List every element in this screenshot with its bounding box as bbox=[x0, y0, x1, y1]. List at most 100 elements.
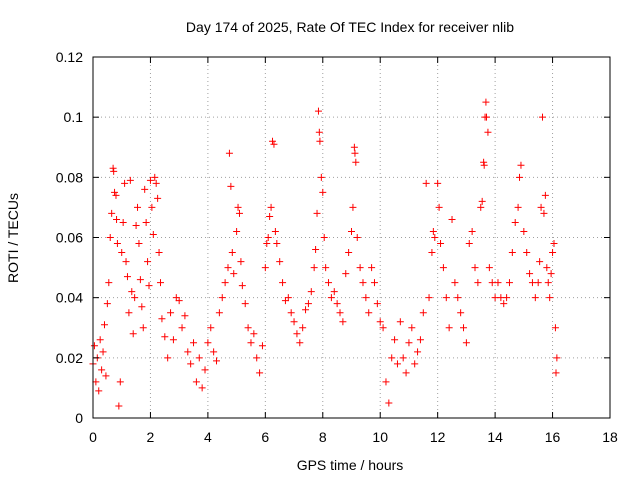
data-point bbox=[172, 294, 180, 302]
data-point bbox=[373, 300, 381, 308]
data-point bbox=[261, 264, 269, 272]
data-point bbox=[169, 336, 177, 344]
data-point bbox=[225, 149, 233, 157]
data-point bbox=[445, 324, 453, 332]
data-point bbox=[503, 294, 511, 302]
data-point bbox=[234, 203, 242, 211]
data-point bbox=[155, 249, 163, 257]
data-point bbox=[319, 188, 327, 196]
y-tick-label: 0.1 bbox=[64, 109, 84, 125]
data-point bbox=[382, 378, 390, 386]
data-point bbox=[330, 288, 338, 296]
data-point bbox=[379, 324, 387, 332]
data-point bbox=[320, 234, 328, 241]
data-point bbox=[345, 249, 353, 257]
data-point bbox=[158, 315, 166, 323]
data-point bbox=[110, 167, 118, 175]
data-point bbox=[550, 240, 558, 248]
data-point bbox=[339, 318, 347, 326]
data-point bbox=[129, 330, 137, 338]
x-tick-label: 6 bbox=[261, 429, 269, 445]
y-tick-label: 0.04 bbox=[56, 290, 83, 306]
data-point bbox=[238, 282, 246, 290]
data-point bbox=[457, 309, 465, 317]
data-point bbox=[416, 336, 424, 344]
data-point bbox=[113, 215, 121, 223]
chart-title: Day 174 of 2025, Rate Of TEC Index for r… bbox=[186, 19, 514, 35]
data-point bbox=[122, 258, 130, 266]
data-point bbox=[482, 113, 490, 121]
y-tick-label: 0 bbox=[75, 410, 83, 426]
y-tick-label: 0.02 bbox=[56, 350, 83, 366]
data-point bbox=[546, 294, 554, 302]
data-point bbox=[134, 203, 142, 211]
data-point bbox=[164, 354, 172, 362]
data-point bbox=[536, 258, 544, 266]
data-point bbox=[121, 179, 129, 187]
x-axis-label: GPS time / hours bbox=[297, 457, 404, 473]
data-point bbox=[144, 258, 152, 266]
data-point bbox=[302, 306, 310, 314]
data-point bbox=[253, 354, 261, 362]
data-point bbox=[184, 348, 192, 356]
data-point bbox=[540, 209, 548, 217]
data-point bbox=[434, 179, 442, 187]
data-point bbox=[547, 270, 555, 278]
data-point bbox=[551, 324, 559, 332]
data-point bbox=[307, 288, 315, 296]
data-point bbox=[534, 279, 542, 287]
data-point bbox=[333, 300, 341, 308]
data-point bbox=[227, 182, 235, 190]
data-point bbox=[312, 246, 320, 254]
data-point bbox=[142, 218, 150, 226]
data-point bbox=[138, 303, 146, 311]
data-point bbox=[287, 309, 295, 317]
data-point bbox=[98, 366, 106, 374]
data-point bbox=[480, 161, 488, 169]
data-point bbox=[460, 324, 468, 332]
data-point bbox=[352, 158, 360, 166]
data-point bbox=[296, 339, 304, 347]
data-point bbox=[95, 387, 103, 395]
data-point bbox=[448, 215, 456, 223]
data-point bbox=[359, 279, 367, 287]
data-point bbox=[181, 312, 189, 320]
data-point bbox=[356, 264, 364, 272]
data-point bbox=[190, 339, 198, 347]
data-point bbox=[244, 324, 252, 332]
data-point bbox=[175, 297, 183, 305]
data-point bbox=[146, 176, 154, 184]
data-point bbox=[314, 107, 322, 115]
data-point bbox=[428, 249, 436, 257]
data-point bbox=[520, 227, 528, 235]
data-point bbox=[316, 137, 324, 145]
data-point bbox=[485, 264, 493, 272]
data-point bbox=[131, 294, 139, 302]
y-axis-label: ROTI / TECUs bbox=[5, 193, 21, 283]
data-point bbox=[105, 279, 113, 287]
data-point bbox=[396, 318, 404, 326]
data-point bbox=[462, 339, 470, 347]
data-point bbox=[192, 378, 200, 386]
data-point bbox=[517, 161, 525, 169]
data-point bbox=[299, 324, 307, 332]
plot-frame bbox=[92, 56, 611, 419]
data-point bbox=[480, 158, 488, 166]
data-point bbox=[537, 203, 545, 211]
data-point bbox=[293, 330, 301, 338]
data-point bbox=[115, 402, 123, 410]
data-point bbox=[230, 270, 238, 278]
grid-lines bbox=[93, 57, 610, 418]
data-point bbox=[317, 173, 325, 181]
data-point bbox=[284, 294, 292, 302]
data-point bbox=[516, 173, 524, 181]
data-point bbox=[90, 342, 98, 350]
data-point bbox=[141, 185, 149, 193]
data-point bbox=[264, 234, 272, 241]
data-point bbox=[431, 234, 439, 241]
data-point bbox=[349, 203, 357, 211]
data-point bbox=[113, 240, 121, 248]
data-point bbox=[336, 309, 344, 317]
data-point bbox=[135, 240, 143, 248]
data-point bbox=[435, 203, 443, 211]
